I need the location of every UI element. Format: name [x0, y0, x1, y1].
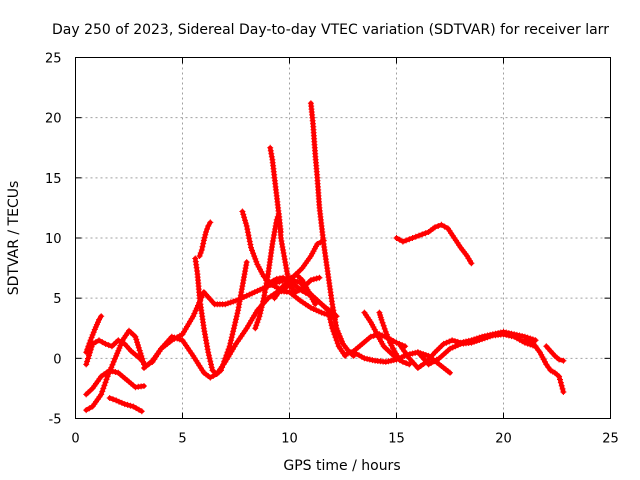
series-track-19: [393, 221, 475, 267]
series-track-2: [83, 287, 336, 381]
chart-title: Day 250 of 2023, Sidereal Day-to-day VTE…: [52, 22, 609, 38]
series-track-5: [106, 395, 145, 415]
series-markers: [543, 343, 567, 364]
series-markers: [106, 395, 145, 415]
series-track-1: [83, 313, 105, 356]
series-track-23: [543, 343, 567, 364]
y-tick-label: 25: [45, 52, 62, 67]
x-tick-label: 20: [495, 432, 512, 447]
series-markers: [393, 221, 475, 267]
y-tick-label: 20: [45, 112, 62, 127]
series-track-17: [376, 309, 402, 362]
series-track-22: [521, 337, 567, 395]
series-markers: [307, 100, 357, 359]
x-tick-labels: 0 5 10 15 20 25: [71, 432, 618, 447]
series-markers: [267, 144, 284, 235]
y-tick-labels: -5 0 5 10 15 20 25: [45, 52, 62, 428]
series-markers: [271, 277, 340, 320]
x-tick-label: 25: [602, 432, 619, 447]
series-line: [394, 222, 474, 266]
series-markers: [350, 349, 453, 376]
y-tick-label: -5: [49, 413, 62, 428]
x-tick-label: 5: [178, 432, 186, 447]
series-markers: [83, 367, 147, 398]
series-track-4: [83, 327, 147, 414]
y-tick-label: 15: [45, 172, 62, 187]
series-track-11: [267, 144, 284, 235]
series-markers: [192, 255, 250, 377]
series-line: [522, 338, 566, 395]
axis-ticks: [75, 57, 611, 419]
series-track-3: [83, 367, 147, 398]
y-tick-label: 10: [45, 232, 62, 247]
series-layer: [83, 100, 567, 415]
series-markers: [196, 219, 214, 259]
series-track-14: [271, 277, 340, 320]
series-markers: [414, 331, 539, 368]
x-axis-label: GPS time / hours: [283, 458, 400, 474]
x-tick-label: 15: [388, 432, 405, 447]
series-track-21: [414, 331, 539, 368]
series-markers: [83, 313, 105, 356]
series-track-7: [196, 219, 214, 259]
grid: [75, 57, 611, 419]
x-tick-label: 10: [281, 432, 298, 447]
series-track-13: [307, 100, 357, 359]
y-tick-label: 5: [53, 292, 61, 307]
series-track-20: [397, 328, 539, 371]
series-markers: [376, 309, 402, 362]
series-markers: [521, 337, 567, 395]
series-markers: [239, 208, 349, 359]
y-axis-label: SDTVAR / TECUs: [6, 181, 22, 296]
series-markers: [83, 327, 147, 414]
y-tick-label: 0: [53, 352, 61, 367]
series-track-8: [192, 255, 250, 377]
series-markers: [83, 287, 336, 381]
series-track-9: [239, 208, 349, 359]
x-tick-label: 0: [71, 432, 79, 447]
